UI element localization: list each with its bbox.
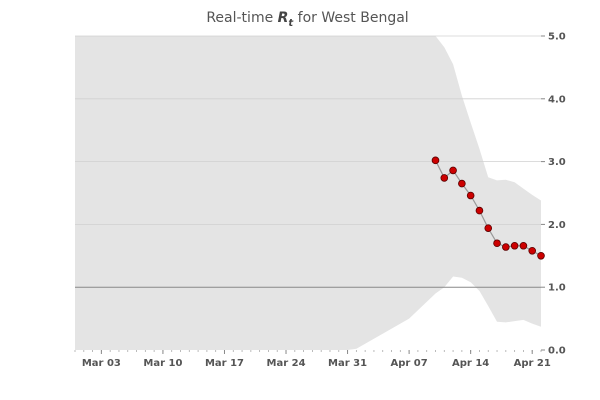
x-tick-label: Apr 21 — [514, 358, 551, 369]
title-prefix: Real-time — [206, 10, 278, 26]
y-tick-label: 1.0 — [548, 283, 566, 294]
y-tick-label: 3.0 — [548, 157, 566, 168]
credible-interval-band — [75, 36, 541, 350]
data-point — [466, 191, 475, 200]
x-tick-label: Apr 14 — [452, 358, 489, 369]
data-point — [528, 246, 537, 255]
title-suffix: for West Bengal — [293, 10, 409, 26]
title-subscript: t — [288, 17, 294, 29]
y-tick-label: 0.0 — [548, 346, 566, 357]
x-tick-label: Mar 31 — [328, 358, 367, 369]
data-point — [493, 239, 501, 248]
data-point — [537, 252, 545, 260]
data-point — [510, 241, 519, 250]
chart-title: Real-time Rt for West Bengal — [0, 10, 600, 29]
data-point — [458, 179, 466, 188]
data-point — [440, 174, 449, 182]
data-point — [475, 206, 484, 215]
x-tick-label: Mar 10 — [143, 358, 182, 369]
y-tick-label: 4.0 — [548, 94, 566, 105]
x-tick-label: Mar 17 — [205, 358, 244, 369]
data-point — [502, 243, 510, 251]
data-point — [431, 156, 440, 165]
x-tick-label: Apr 07 — [390, 358, 427, 369]
data-point — [484, 224, 493, 232]
x-tick-label: Mar 24 — [267, 358, 306, 369]
data-point — [449, 166, 457, 175]
y-tick-label: 2.0 — [548, 220, 566, 231]
title-symbol: Rt — [277, 10, 294, 29]
y-tick-label: 5.0 — [548, 32, 566, 43]
x-tick-label: Mar 03 — [82, 358, 121, 369]
data-point — [519, 241, 528, 250]
